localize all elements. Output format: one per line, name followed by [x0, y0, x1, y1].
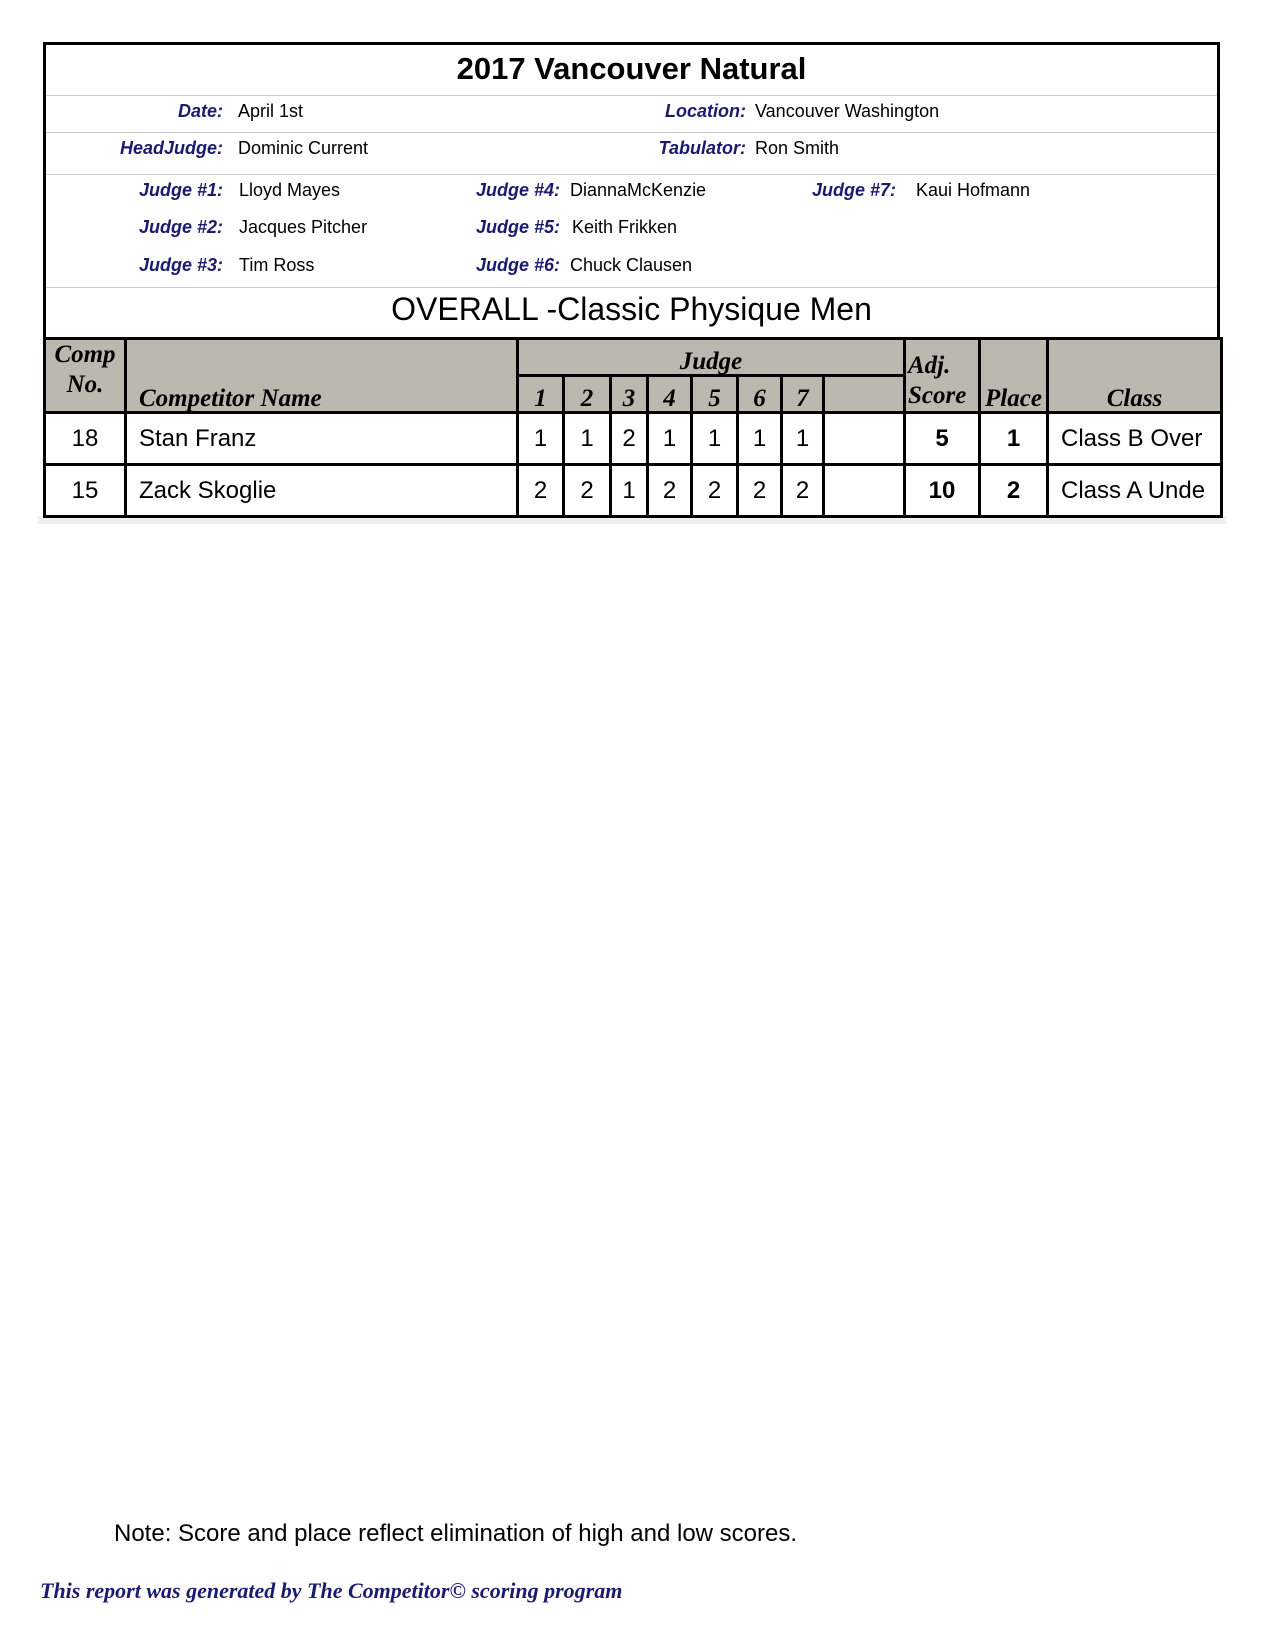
judge-4-name: DiannaMcKenzie	[570, 180, 707, 200]
headjudge-value: Dominic Current	[238, 138, 369, 158]
header-competitor-name: Competitor Name	[124, 337, 519, 414]
adj-score: 10	[903, 463, 981, 518]
judge-3-label: Judge #3:	[138, 255, 223, 275]
location-value: Vancouver Washington	[755, 101, 940, 121]
header-judge-7: 7	[780, 374, 825, 414]
judge-2-label: Judge #2:	[138, 217, 223, 237]
score: 2	[609, 411, 649, 466]
header-adj-score: Adj. Score	[903, 337, 981, 414]
tabulator-value: Ron Smith	[755, 138, 840, 158]
tabulator-label: Tabulator:	[658, 138, 746, 158]
header-place: Place	[978, 337, 1049, 414]
header-comp-no: Comp No.	[43, 337, 127, 414]
place: 1	[978, 411, 1049, 466]
score: 2	[516, 463, 565, 518]
division-title: OVERALL -Classic Physique Men	[391, 291, 872, 327]
judge-6-label: Judge #6:	[476, 255, 561, 275]
adj-score: 5	[903, 411, 981, 466]
score-blank	[822, 411, 906, 466]
header-judge-3: 3	[609, 374, 649, 414]
date-label: Date:	[177, 101, 223, 121]
judge-5-name: Keith Frikken	[572, 217, 678, 237]
event-title: 2017 Vancouver Natural	[456, 51, 807, 86]
score-blank	[822, 463, 906, 518]
comp-no: 15	[43, 463, 127, 518]
header-judge: Judge	[516, 337, 906, 377]
headjudge-label: HeadJudge:	[119, 138, 223, 158]
score: 1	[780, 411, 825, 466]
judge-7-label: Judge #7:	[812, 180, 897, 200]
score: 1	[736, 411, 783, 466]
results-table: Comp No. Competitor Name Judge Adj. Score …	[43, 337, 1223, 518]
place: 2	[978, 463, 1049, 518]
score: 1	[690, 411, 739, 466]
score: 2	[646, 463, 693, 518]
date-value: April 1st	[238, 101, 304, 121]
location-label: Location:	[665, 101, 746, 121]
score: 1	[516, 411, 565, 466]
class: Class A Unde	[1046, 463, 1223, 518]
judge-2-name: Jacques Pitcher	[239, 217, 368, 237]
score: 1	[609, 463, 649, 518]
score: 1	[646, 411, 693, 466]
comp-no: 18	[43, 411, 127, 466]
report-footer: This report was generated by The Competi…	[40, 1578, 623, 1603]
report-header: 2017 Vancouver Natural Date: April 1st L…	[43, 42, 1220, 338]
score: 2	[780, 463, 825, 518]
header-judge-6: 6	[736, 374, 783, 414]
scoring-note: Note: Score and place reflect eliminatio…	[114, 1520, 798, 1547]
judge-1-label: Judge #1:	[138, 180, 223, 200]
table-row: 15 Zack Skoglie 2 2 1 2 2 2 2 10 2 Class…	[43, 463, 1223, 518]
class: Class B Over	[1046, 411, 1223, 466]
judge-4-label: Judge #4:	[476, 180, 561, 200]
header-judge-5: 5	[690, 374, 739, 414]
judge-6-name: Chuck Clausen	[570, 255, 693, 275]
table-row: 18 Stan Franz 1 1 2 1 1 1 1 5 1 Class B …	[43, 411, 1223, 466]
header-judge-4: 4	[646, 374, 693, 414]
header-judge-blank	[822, 374, 906, 414]
header-judge-2: 2	[562, 374, 612, 414]
score: 2	[690, 463, 739, 518]
judge-7-name: Kaui Hofmann	[916, 180, 1031, 200]
header-judge-1: 1	[516, 374, 565, 414]
score: 1	[562, 411, 612, 466]
judge-1-name: Lloyd Mayes	[239, 180, 341, 200]
judge-5-label: Judge #5:	[476, 217, 561, 237]
header-class: Class	[1046, 337, 1223, 414]
competitor-name: Stan Franz	[124, 411, 519, 466]
score: 2	[562, 463, 612, 518]
competitor-name: Zack Skoglie	[124, 463, 519, 518]
judge-3-name: Tim Ross	[239, 255, 315, 275]
score: 2	[736, 463, 783, 518]
